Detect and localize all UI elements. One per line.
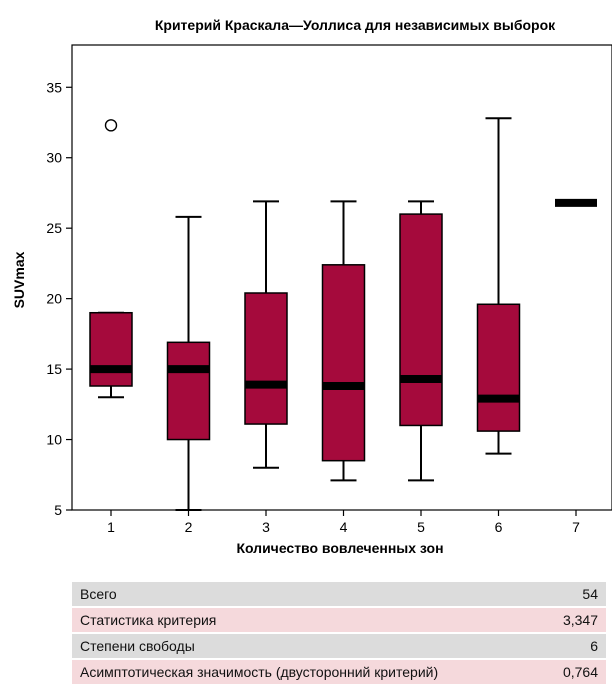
- y-tick-label: 25: [46, 220, 62, 236]
- iqr-box: [476, 303, 521, 432]
- y-tick-label: 5: [54, 502, 62, 518]
- y-tick-label: 20: [46, 291, 62, 307]
- box-category-2: [166, 215, 211, 511]
- stats-table: Всего 54 Статистика критерия 3,347 Степени с…: [72, 582, 606, 686]
- stat-value: 3,347: [562, 612, 598, 628]
- x-tick-label: 5: [417, 519, 425, 535]
- x-axis-label: Количество вовлеченных зон: [236, 540, 443, 556]
- x-tick-label: 7: [572, 519, 580, 535]
- y-axis-label: SUVmax: [11, 251, 27, 308]
- x-tick-label: 4: [340, 519, 348, 535]
- stat-row: Всего 54: [72, 582, 606, 606]
- stat-row: Асимптотическая значимость (двусторонний…: [72, 660, 606, 684]
- y-tick-label: 35: [46, 79, 62, 95]
- stat-row: Статистика критерия 3,347: [72, 608, 606, 632]
- stat-value: 0,764: [562, 664, 598, 680]
- boxplot-chart: Критерий Краскала—Уоллиса для независимы…: [11, 17, 612, 556]
- x-tick-label: 6: [495, 519, 503, 535]
- box-category-6: [476, 117, 521, 455]
- chart-title: Критерий Краскала—Уоллиса для независимы…: [155, 17, 556, 33]
- box-category-4: [321, 200, 366, 482]
- iqr-box: [321, 264, 366, 462]
- outlier-point: [104, 119, 118, 132]
- stat-value: 54: [582, 586, 598, 602]
- box-category-3: [244, 200, 288, 469]
- iqr-box: [244, 292, 288, 425]
- plot-frame: [71, 44, 612, 511]
- stat-label: Асимптотическая значимость (двусторонний…: [80, 664, 439, 680]
- y-tick-label: 10: [46, 432, 62, 448]
- stat-value: 6: [590, 638, 598, 654]
- box-category-1: [89, 119, 133, 399]
- iqr-box: [166, 341, 211, 441]
- stat-label: Статистика критерия: [80, 612, 217, 628]
- stat-label: Степени свободы: [80, 638, 195, 654]
- stat-label: Всего: [80, 586, 117, 602]
- iqr-box: [89, 311, 133, 387]
- box-category-5: [399, 200, 443, 482]
- x-tick-label: 3: [262, 519, 270, 535]
- x-tick-label: 1: [107, 519, 115, 535]
- x-tick-label: 2: [185, 519, 193, 535]
- stat-row: Степени свободы 6: [72, 634, 606, 658]
- y-tick-label: 30: [46, 150, 62, 166]
- y-tick-label: 15: [46, 361, 62, 377]
- iqr-box: [399, 213, 443, 427]
